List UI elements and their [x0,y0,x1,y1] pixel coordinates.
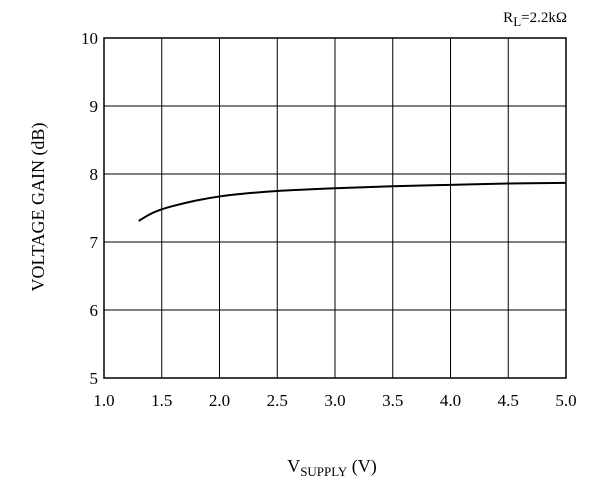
y-tick-labels: 5 6 7 8 9 10 [81,29,99,388]
x-tick-label: 4.5 [498,391,519,410]
x-tick-labels: 1.0 1.5 2.0 2.5 3.0 3.5 4.0 4.5 5.0 [93,391,576,410]
x-tick-label: 4.0 [440,391,461,410]
y-tick-label: 10 [81,29,98,48]
y-axis-title: VOLTAGE GAIN (dB) [28,123,49,292]
x-axis-title: VSUPPLY (V) [287,456,377,479]
series-line-0 [138,181,567,222]
series-layer [138,181,567,222]
load-resistance-annotation: RL=2.2kΩ [503,10,567,29]
x-tick-label: 3.0 [324,391,345,410]
x-tick-label: 5.0 [555,391,576,410]
x-tick-label: 1.5 [151,391,172,410]
plot-frame [103,37,567,379]
y-tick-label: 5 [90,369,99,388]
y-tick-label: 8 [90,165,99,184]
x-tick-label: 1.0 [93,391,114,410]
x-tick-label: 2.0 [209,391,230,410]
y-tick-label: 7 [90,233,99,252]
x-tick-label: 2.5 [267,391,288,410]
y-tick-label: 9 [90,97,99,116]
x-tick-label: 3.5 [382,391,403,410]
grid-lines [104,38,566,378]
y-tick-label: 6 [90,301,99,320]
